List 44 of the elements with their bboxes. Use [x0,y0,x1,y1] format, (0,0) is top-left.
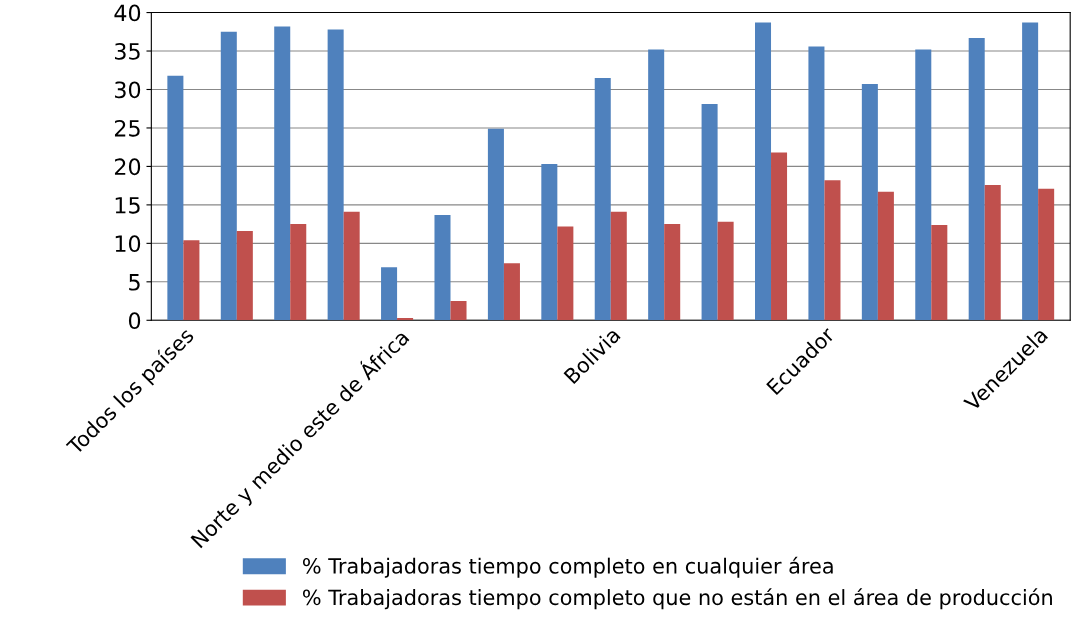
bar [610,211,627,321]
bar [290,224,307,321]
y-tick-label: 5 [129,274,140,291]
bar [824,180,841,321]
bar [541,164,558,321]
bar [381,267,398,321]
y-tick-label: 10 [115,235,141,253]
legend-label: % Trabajadoras tiempo completo en cualquier área [302,556,833,578]
bar [220,31,237,321]
bar [594,77,611,321]
bar [167,75,184,321]
bar [236,231,253,321]
y-tick-label: 40 [114,4,141,22]
bar [503,263,520,321]
bar [648,49,665,321]
bar [1022,22,1039,321]
bar [183,240,200,321]
bar [968,37,985,321]
bar [557,226,574,321]
bar [327,29,344,321]
bar [487,128,504,321]
bar [664,224,681,321]
bar [931,224,948,321]
bar [450,301,467,321]
bar [771,152,788,321]
bar [1038,188,1055,321]
y-tick-label: 20 [114,158,141,176]
y-tick-label: 30 [115,81,141,99]
bar [717,221,734,321]
bar [755,22,772,321]
bar [701,104,718,321]
bar [343,211,360,321]
bar [877,191,894,321]
bar [915,49,932,321]
bar [434,214,451,321]
bar [984,184,1001,321]
y-tick-label: 0 [128,312,141,330]
bar [861,84,878,321]
y-tick-label: 35 [115,42,140,60]
bar [808,46,825,321]
y-tick-label: 25 [114,119,140,137]
bar [274,26,291,321]
legend-label: % Trabajadoras tiempo completo que no están en el área de producción [302,588,1052,610]
y-tick-label: 15 [115,197,140,214]
